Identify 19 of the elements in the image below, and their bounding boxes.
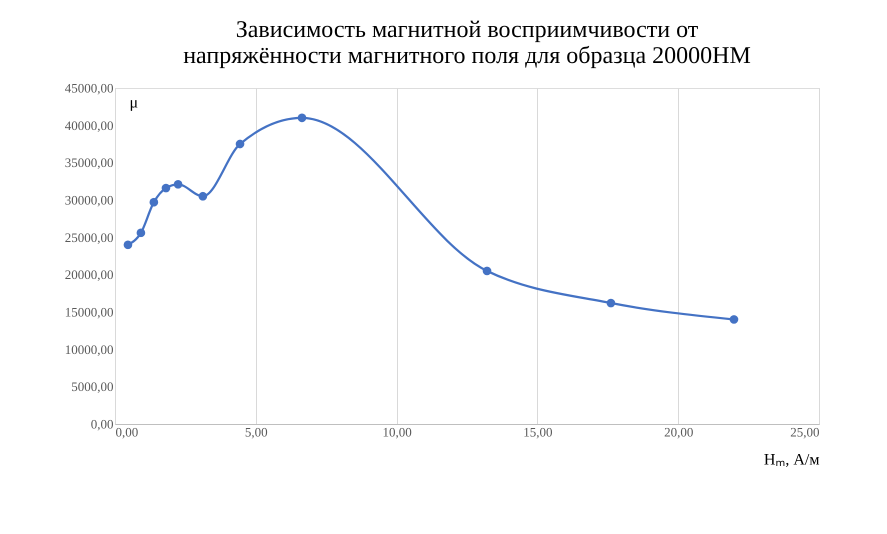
y-tick-label: 40000,00 [64, 118, 114, 133]
x-tick-label: 15,00 [523, 424, 553, 440]
y-axis-title: μ [130, 94, 138, 112]
x-tick-label: 20,00 [664, 424, 694, 440]
x-tick-label: 25,00 [790, 424, 820, 440]
x-tick-label: 5,00 [244, 424, 268, 440]
y-tick-label: 10000,00 [64, 342, 114, 357]
y-tick-label: 45000,00 [64, 80, 114, 96]
y-tick-label: 25000,00 [64, 230, 114, 245]
y-tick-label: 30000,00 [64, 192, 114, 208]
text: напряжённости магнитного поля для образца 20000НМ [183, 43, 751, 69]
x-tick-label: 10,00 [382, 424, 412, 440]
y-tick-label: 5000,00 [71, 379, 114, 394]
y-tick-label: 15000,00 [64, 304, 114, 320]
y-tick-label: 20000,00 [64, 267, 114, 282]
y-tick-label: 35000,00 [64, 155, 114, 170]
text: Зависимость магнитной восприимчивости от [236, 17, 698, 43]
x-axis-title: Hₘ, А/м [764, 452, 820, 468]
x-tick-label: 0,00 [116, 424, 138, 440]
